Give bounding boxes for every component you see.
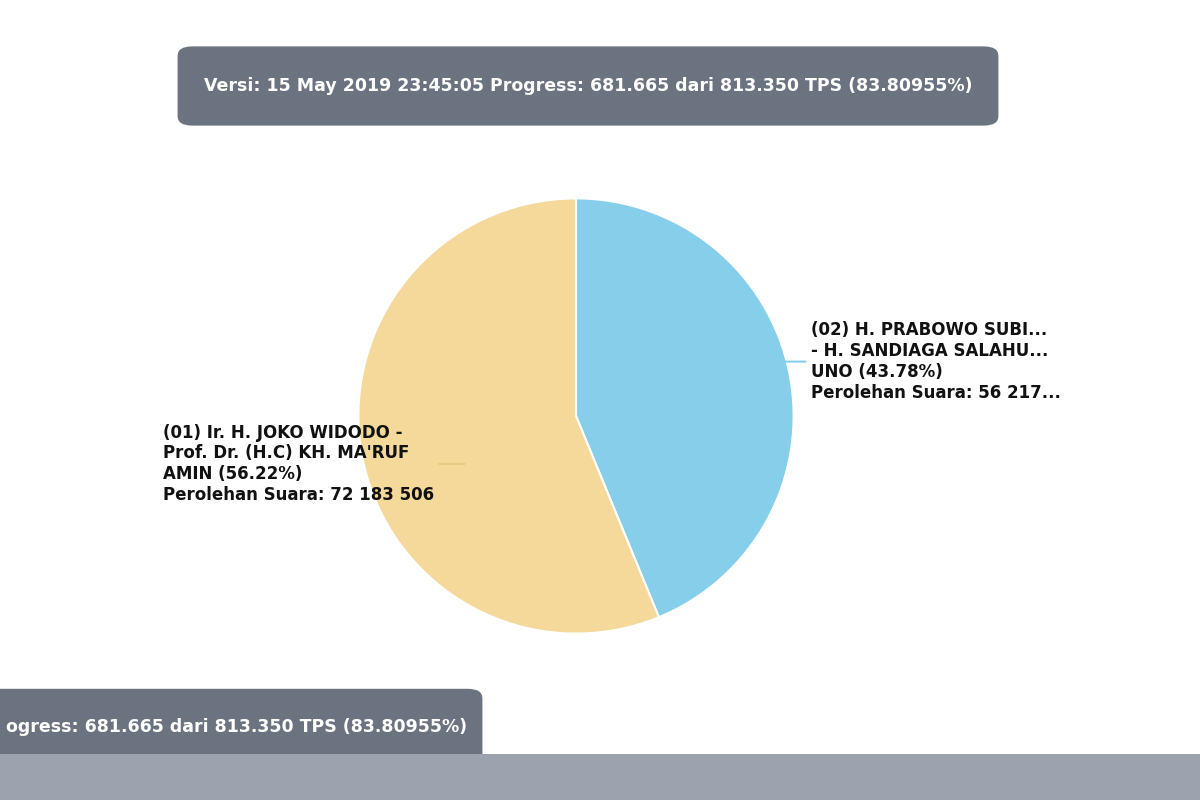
Wedge shape	[359, 198, 659, 634]
Text: (01) Ir. H. JOKO WIDODO -
Prof. Dr. (H.C) KH. MA'RUF
AMIN (56.22%)
Perolehan Sua: (01) Ir. H. JOKO WIDODO - Prof. Dr. (H.C…	[162, 424, 464, 504]
Text: ogress: 681.665 dari 813.350 TPS (83.80955%): ogress: 681.665 dari 813.350 TPS (83.809…	[6, 718, 467, 736]
Wedge shape	[576, 198, 793, 617]
Text: (02) H. PRABOWO SUBI...
- H. SANDIAGA SALAHU...
UNO (43.78%)
Perolehan Suara: 56: (02) H. PRABOWO SUBI... - H. SANDIAGA SA…	[727, 322, 1061, 402]
Text: Versi: 15 May 2019 23:45:05 Progress: 681.665 dari 813.350 TPS (83.80955%): Versi: 15 May 2019 23:45:05 Progress: 68…	[204, 77, 972, 95]
